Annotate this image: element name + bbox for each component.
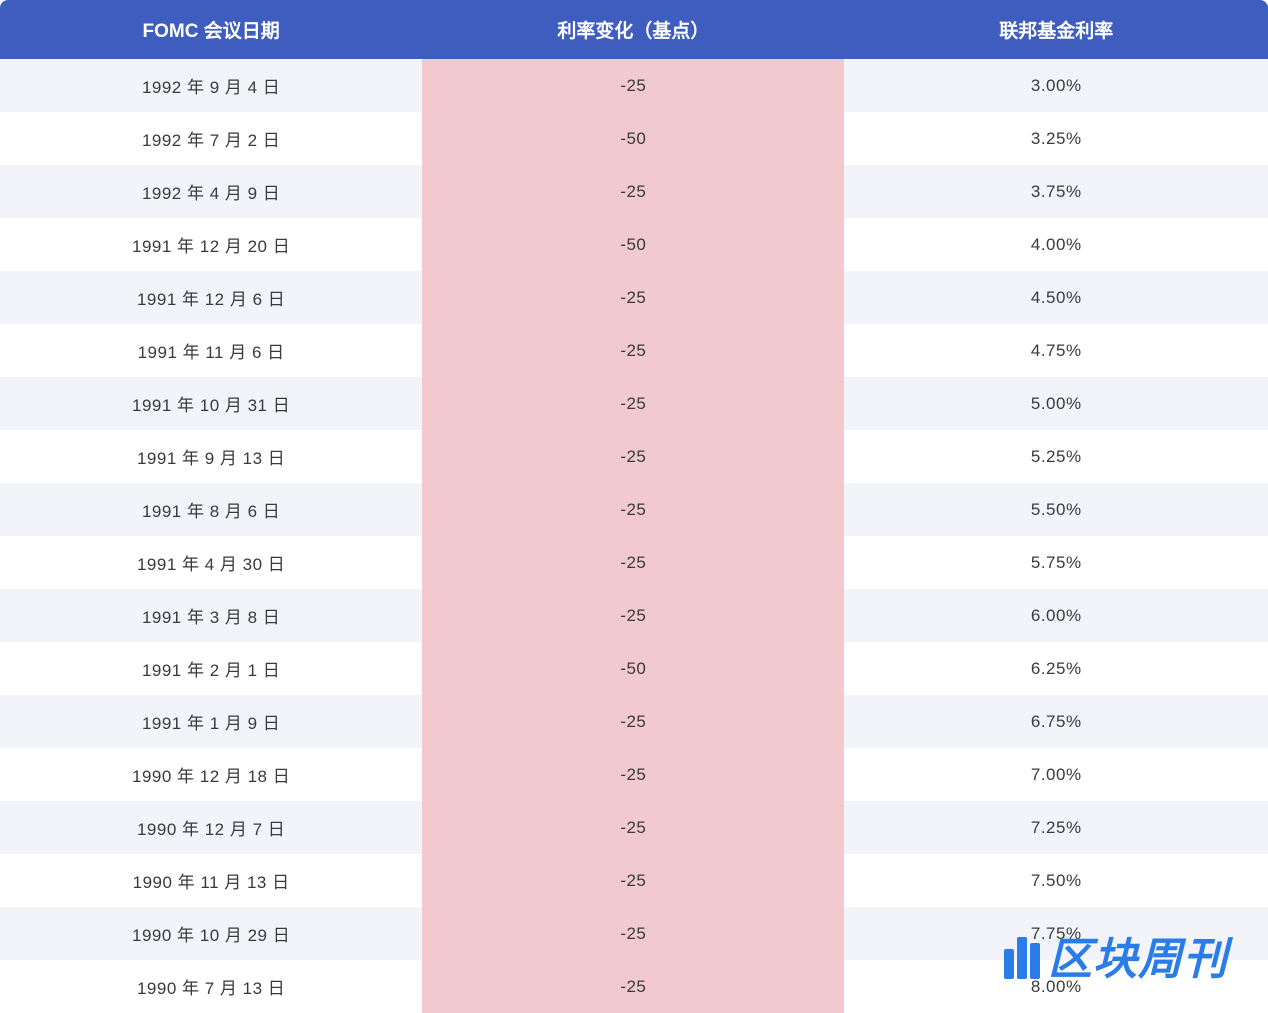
table-row: 1990 年 11 月 13 日-257.50%: [0, 854, 1268, 907]
table-header: FOMC 会议日期 利率变化（基点） 联邦基金利率: [0, 0, 1268, 59]
cell-date: 1991 年 2 月 1 日: [0, 642, 422, 695]
cell-rate: 6.00%: [844, 589, 1268, 642]
table-row: 1991 年 10 月 31 日-255.00%: [0, 377, 1268, 430]
cell-rate: 3.25%: [844, 112, 1268, 165]
watermark-logo-icon: [1004, 931, 1040, 979]
cell-rate: 6.25%: [844, 642, 1268, 695]
logo-bar: [1017, 937, 1027, 979]
cell-change: -25: [422, 748, 844, 801]
table-row: 1991 年 12 月 6 日-254.50%: [0, 271, 1268, 324]
cell-rate: 5.25%: [844, 430, 1268, 483]
cell-change: -25: [422, 854, 844, 907]
cell-rate: 3.00%: [844, 59, 1268, 112]
rate-table: FOMC 会议日期 利率变化（基点） 联邦基金利率 1992 年 9 月 4 日…: [0, 0, 1268, 1013]
header-row: FOMC 会议日期 利率变化（基点） 联邦基金利率: [0, 0, 1268, 59]
table-row: 1992 年 9 月 4 日-253.00%: [0, 59, 1268, 112]
table-row: 1991 年 1 月 9 日-256.75%: [0, 695, 1268, 748]
cell-change: -25: [422, 695, 844, 748]
table-row: 1991 年 2 月 1 日-506.25%: [0, 642, 1268, 695]
cell-change: -25: [422, 589, 844, 642]
cell-date: 1991 年 8 月 6 日: [0, 483, 422, 536]
table-row: 1991 年 9 月 13 日-255.25%: [0, 430, 1268, 483]
cell-change: -25: [422, 59, 844, 112]
cell-date: 1990 年 12 月 7 日: [0, 801, 422, 854]
cell-date: 1991 年 11 月 6 日: [0, 324, 422, 377]
cell-rate: 5.00%: [844, 377, 1268, 430]
cell-change: -50: [422, 218, 844, 271]
cell-change: -25: [422, 271, 844, 324]
cell-change: -25: [422, 907, 844, 960]
cell-change: -25: [422, 483, 844, 536]
header-date: FOMC 会议日期: [0, 0, 422, 59]
cell-rate: 3.75%: [844, 165, 1268, 218]
table-row: 1991 年 3 月 8 日-256.00%: [0, 589, 1268, 642]
cell-date: 1991 年 9 月 13 日: [0, 430, 422, 483]
cell-date: 1991 年 12 月 20 日: [0, 218, 422, 271]
table-body: 1992 年 9 月 4 日-253.00%1992 年 7 月 2 日-503…: [0, 59, 1268, 1013]
cell-date: 1991 年 12 月 6 日: [0, 271, 422, 324]
cell-date: 1992 年 4 月 9 日: [0, 165, 422, 218]
cell-rate: 7.50%: [844, 854, 1268, 907]
cell-date: 1991 年 1 月 9 日: [0, 695, 422, 748]
table-row: 1991 年 11 月 6 日-254.75%: [0, 324, 1268, 377]
cell-date: 1990 年 12 月 18 日: [0, 748, 422, 801]
table-row: 1991 年 4 月 30 日-255.75%: [0, 536, 1268, 589]
cell-rate: 5.50%: [844, 483, 1268, 536]
cell-change: -25: [422, 960, 844, 1013]
cell-change: -50: [422, 112, 844, 165]
cell-change: -25: [422, 801, 844, 854]
header-change: 利率变化（基点）: [422, 0, 844, 59]
cell-date: 1991 年 4 月 30 日: [0, 536, 422, 589]
table-row: 1992 年 4 月 9 日-253.75%: [0, 165, 1268, 218]
cell-rate: 4.00%: [844, 218, 1268, 271]
cell-date: 1990 年 7 月 13 日: [0, 960, 422, 1013]
cell-date: 1991 年 3 月 8 日: [0, 589, 422, 642]
table-row: 1992 年 7 月 2 日-503.25%: [0, 112, 1268, 165]
cell-date: 1990 年 10 月 29 日: [0, 907, 422, 960]
header-rate: 联邦基金利率: [844, 0, 1268, 59]
cell-change: -25: [422, 536, 844, 589]
cell-change: -25: [422, 165, 844, 218]
cell-change: -25: [422, 430, 844, 483]
cell-change: -25: [422, 324, 844, 377]
cell-rate: 7.00%: [844, 748, 1268, 801]
table-row: 1991 年 8 月 6 日-255.50%: [0, 483, 1268, 536]
watermark: 区块周刊: [1004, 923, 1228, 987]
watermark-text: 区块周刊: [1048, 923, 1228, 987]
rate-table-container: FOMC 会议日期 利率变化（基点） 联邦基金利率 1992 年 9 月 4 日…: [0, 0, 1268, 1013]
cell-rate: 7.25%: [844, 801, 1268, 854]
table-row: 1990 年 12 月 7 日-257.25%: [0, 801, 1268, 854]
cell-rate: 5.75%: [844, 536, 1268, 589]
cell-date: 1991 年 10 月 31 日: [0, 377, 422, 430]
cell-change: -25: [422, 377, 844, 430]
table-row: 1990 年 12 月 18 日-257.00%: [0, 748, 1268, 801]
cell-rate: 4.75%: [844, 324, 1268, 377]
cell-date: 1990 年 11 月 13 日: [0, 854, 422, 907]
logo-bar: [1004, 949, 1014, 979]
cell-rate: 4.50%: [844, 271, 1268, 324]
cell-date: 1992 年 9 月 4 日: [0, 59, 422, 112]
logo-bar: [1030, 943, 1040, 979]
cell-rate: 6.75%: [844, 695, 1268, 748]
table-row: 1991 年 12 月 20 日-504.00%: [0, 218, 1268, 271]
cell-date: 1992 年 7 月 2 日: [0, 112, 422, 165]
cell-change: -50: [422, 642, 844, 695]
